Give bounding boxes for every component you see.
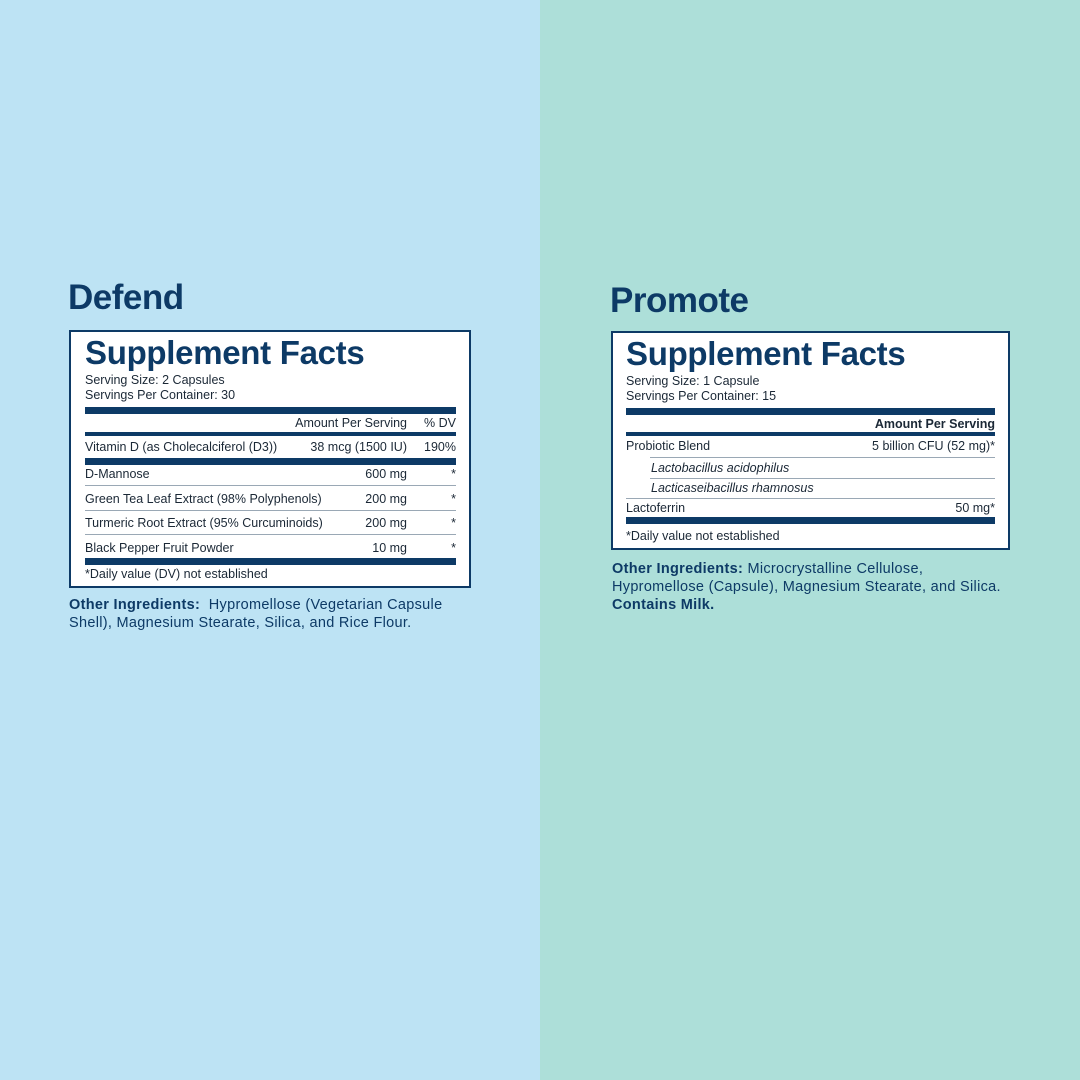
thin-rule bbox=[650, 478, 995, 479]
row-name: Lactoferrin bbox=[626, 501, 686, 515]
thin-rule bbox=[650, 457, 995, 458]
row-name: Vitamin D (as Cholecalciferol (D3)) bbox=[85, 440, 278, 454]
servings-per-container: Servings Per Container: 15 bbox=[626, 389, 777, 403]
other-ingredients-label: Other Ingredients: bbox=[69, 597, 201, 613]
facts-box bbox=[611, 331, 1010, 550]
row-name: Black Pepper Fruit Powder bbox=[85, 541, 234, 555]
row-amount: 5 billion CFU (52 mg)* bbox=[872, 439, 995, 453]
sub-ingredient: Lactobacillus acidophilus bbox=[651, 462, 789, 475]
column-header: Amount Per Serving bbox=[874, 417, 995, 431]
allergen-note: Contains Milk. bbox=[612, 597, 715, 613]
sub-ingredient-name: Lacticaseibacillus rhamnosus bbox=[651, 481, 814, 495]
row-dv: * bbox=[451, 467, 456, 481]
other-ingredients: Other Ingredients: Microcrystalline Cell… bbox=[612, 560, 1002, 614]
row-amount: 38 mcg (1500 IU) bbox=[310, 440, 407, 454]
row-dv: * bbox=[451, 541, 456, 555]
medium-rule bbox=[85, 432, 456, 436]
sub-ingredient-name: Lactobacillus acidophilus bbox=[651, 461, 790, 475]
thick-rule bbox=[626, 408, 995, 415]
footnote: *Daily value (DV) not established bbox=[85, 567, 268, 581]
row-amount: 600 mg bbox=[365, 467, 407, 481]
panel-title: Promote bbox=[610, 281, 749, 320]
row-amount: 50 mg* bbox=[955, 501, 995, 515]
serving-size: Serving Size: 1 Capsule bbox=[626, 374, 760, 388]
servings-per-container: Servings Per Container: 30 bbox=[85, 388, 236, 402]
row-name: D-Mannose bbox=[85, 467, 150, 481]
thin-rule bbox=[85, 510, 456, 511]
thick-rule bbox=[85, 458, 456, 465]
row-amount: 10 mg bbox=[372, 541, 407, 555]
row-amount: 200 mg bbox=[365, 492, 407, 506]
row-name: Turmeric Root Extract (95% Curcuminoids) bbox=[85, 516, 323, 530]
medium-rule bbox=[626, 432, 995, 436]
thick-rule bbox=[85, 407, 456, 414]
thick-rule bbox=[626, 517, 995, 524]
row-dv: * bbox=[451, 492, 456, 506]
thin-rule bbox=[85, 485, 456, 486]
facts-heading: Supplement Facts bbox=[626, 335, 906, 372]
row-amount: 200 mg bbox=[365, 516, 407, 530]
serving-size: Serving Size: 2 Capsules bbox=[85, 373, 225, 387]
row-dv: * bbox=[451, 516, 456, 530]
other-ingredients-text: Microcrystalline Cellulose, Hypromellose… bbox=[612, 561, 1001, 595]
thin-rule bbox=[85, 534, 456, 535]
thin-rule bbox=[626, 498, 995, 499]
panel-title: Defend bbox=[68, 278, 184, 317]
footnote: *Daily value not established bbox=[626, 529, 780, 543]
other-ingredients-label: Other Ingredients: bbox=[612, 561, 744, 577]
sub-ingredient: Lacticaseibacillus rhamnosus bbox=[651, 482, 814, 495]
other-ingredients-text: Hypromellose (Vegetarian Capsule Shell),… bbox=[69, 597, 443, 631]
row-name: Green Tea Leaf Extract (98% Polyphenols) bbox=[85, 492, 322, 506]
facts-heading: Supplement Facts bbox=[85, 334, 365, 371]
row-dv: 190% bbox=[424, 440, 456, 454]
thick-rule bbox=[85, 558, 456, 565]
row-name: Probiotic Blend bbox=[626, 439, 711, 453]
other-ingredients: Other Ingredients: Hypromellose (Vegetar… bbox=[69, 596, 469, 632]
column-header: % DV bbox=[424, 416, 456, 430]
column-header: Amount Per Serving bbox=[295, 416, 407, 430]
